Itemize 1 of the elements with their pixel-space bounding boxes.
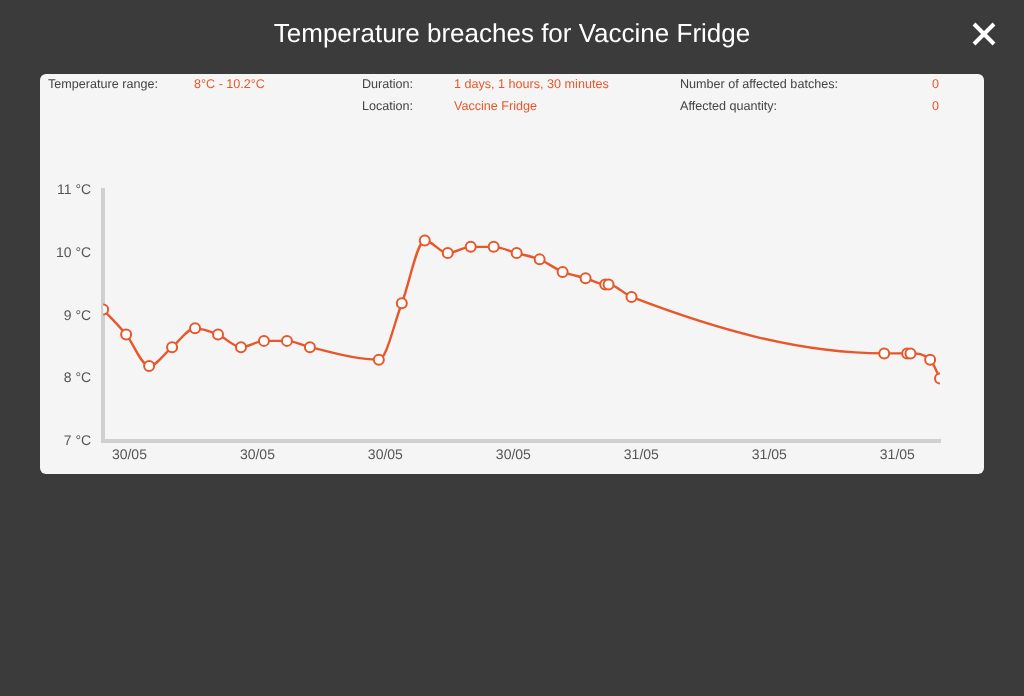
chart-title: Temperature breaches for Vaccine Fridge [271,18,753,48]
